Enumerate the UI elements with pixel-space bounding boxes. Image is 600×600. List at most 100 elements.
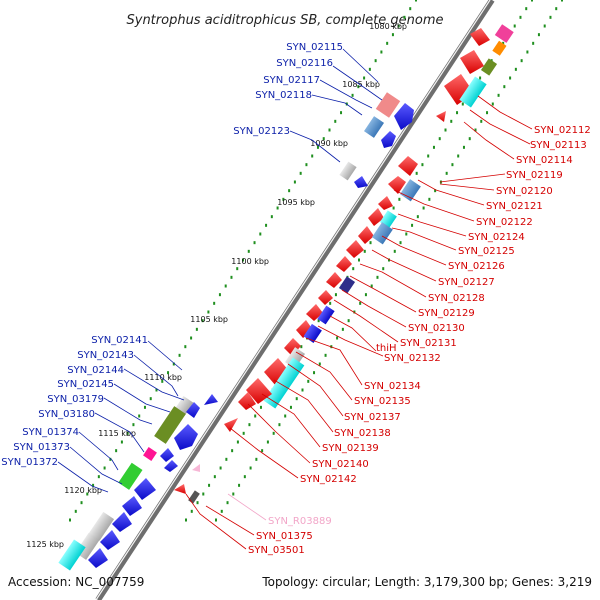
- gene-arrow[interactable]: [100, 530, 120, 550]
- gene-label[interactable]: SYN_03180: [38, 409, 95, 420]
- gene-arrow[interactable]: [394, 103, 414, 130]
- gene-label[interactable]: SYN_03179: [47, 394, 104, 405]
- gene-label[interactable]: SYN_02115: [286, 42, 343, 53]
- gene-arrow[interactable]: [336, 256, 352, 272]
- gene-label[interactable]: SYN_02129: [418, 308, 475, 319]
- gene-box[interactable]: [188, 490, 200, 504]
- gc-dot: [432, 145, 435, 149]
- gene-arrow[interactable]: [354, 176, 368, 188]
- gene-label[interactable]: SYN_02132: [384, 353, 441, 364]
- gene-box[interactable]: [375, 92, 401, 118]
- gene-arrow[interactable]: [460, 50, 484, 74]
- gene-label[interactable]: SYN_02131: [400, 338, 457, 349]
- gene-box[interactable]: [118, 462, 143, 490]
- gc-dot: [461, 102, 464, 106]
- gene-box[interactable]: [492, 40, 507, 56]
- gene-box[interactable]: [459, 76, 487, 108]
- gene-label[interactable]: SYN_01375: [256, 531, 313, 542]
- gene-box[interactable]: [88, 511, 115, 541]
- gene-label[interactable]: SYN_02116: [276, 58, 333, 69]
- gene-label[interactable]: SYN_03501: [248, 545, 305, 556]
- gene-box[interactable]: [480, 58, 498, 76]
- gene-arrow[interactable]: [388, 176, 406, 194]
- gene-label[interactable]: SYN_02142: [300, 474, 357, 485]
- gene-label[interactable]: SYN_02112: [534, 125, 591, 136]
- gene-label[interactable]: SYN_02123: [233, 126, 290, 137]
- gene-label[interactable]: SYN_02145: [57, 379, 114, 390]
- gene-label[interactable]: SYN_01374: [22, 427, 79, 438]
- gc-dot: [318, 362, 321, 366]
- gene-label[interactable]: SYN_02127: [438, 277, 495, 288]
- gene-label[interactable]: SYN_02125: [458, 246, 515, 257]
- gene-label[interactable]: SYN_02134: [364, 381, 421, 392]
- gene-label[interactable]: SYN_01373: [13, 442, 70, 453]
- gene-arrow[interactable]: [204, 394, 218, 405]
- gene-label[interactable]: SYN_02124: [468, 232, 525, 243]
- gene-label[interactable]: SYN_02139: [322, 443, 379, 454]
- gene-label[interactable]: SYN_02144: [67, 365, 124, 376]
- gene-arrow[interactable]: [88, 548, 108, 568]
- gene-box[interactable]: [303, 323, 322, 343]
- gene-label[interactable]: thiH: [376, 343, 397, 354]
- gene-label[interactable]: SYN_02141: [91, 335, 148, 346]
- gene-box[interactable]: [339, 161, 357, 181]
- gene-arrow[interactable]: [284, 338, 301, 356]
- gene-label[interactable]: SYN_02113: [530, 140, 587, 151]
- gene-arrow[interactable]: [296, 320, 313, 338]
- gene-box[interactable]: [317, 305, 335, 325]
- rna-label[interactable]: SYN_R03889: [268, 516, 332, 527]
- gene-arrow[interactable]: [186, 402, 200, 418]
- gene-box[interactable]: [494, 24, 514, 43]
- gene-arrow[interactable]: [174, 484, 186, 494]
- gene-label[interactable]: SYN_02138: [334, 428, 391, 439]
- gene-box[interactable]: [338, 276, 356, 294]
- gene-box[interactable]: [58, 539, 86, 571]
- gene-arrow[interactable]: [381, 131, 396, 148]
- gene-arrow[interactable]: [436, 111, 446, 122]
- gene-arrow[interactable]: [122, 496, 142, 516]
- gc-dot: [503, 85, 506, 89]
- gene-arrow[interactable]: [160, 448, 174, 462]
- gene-arrow[interactable]: [368, 208, 384, 226]
- gc-dot: [352, 267, 355, 271]
- gene-label[interactable]: SYN_02122: [476, 217, 533, 228]
- gene-box[interactable]: [363, 116, 385, 138]
- gene-arrow[interactable]: [306, 304, 323, 321]
- gene-label[interactable]: SYN_02140: [312, 459, 369, 470]
- gene-label[interactable]: SYN_02126: [448, 261, 505, 272]
- gene-label[interactable]: SYN_02118: [255, 90, 312, 101]
- gene-label[interactable]: SYN_02117: [263, 75, 320, 86]
- gene-label[interactable]: SYN_02114: [516, 155, 573, 166]
- gene-arrow[interactable]: [192, 464, 200, 472]
- gene-label[interactable]: SYN_02137: [344, 412, 401, 423]
- gene-arrow[interactable]: [246, 378, 272, 404]
- gene-arrow[interactable]: [238, 392, 256, 410]
- gene-box[interactable]: [263, 357, 305, 409]
- gene-arrow[interactable]: [346, 240, 364, 258]
- gene-arrow[interactable]: [164, 460, 178, 472]
- gene-box[interactable]: [154, 406, 186, 444]
- gene-arrow[interactable]: [378, 196, 393, 210]
- gene-label[interactable]: SYN_02121: [486, 201, 543, 212]
- gene-label[interactable]: SYN_02143: [77, 350, 134, 361]
- gc-dot: [340, 111, 343, 115]
- gene-label[interactable]: SYN_02119: [506, 170, 563, 181]
- gene-arrow[interactable]: [224, 418, 238, 432]
- gene-label[interactable]: SYN_02135: [354, 396, 411, 407]
- gene-arrow[interactable]: [358, 226, 374, 244]
- gene-arrow[interactable]: [264, 358, 290, 386]
- gene-arrow[interactable]: [112, 512, 132, 532]
- gene-label[interactable]: SYN_01372: [1, 457, 58, 468]
- gene-box[interactable]: [143, 447, 157, 461]
- gene-label[interactable]: SYN_02120: [496, 186, 553, 197]
- gene-label[interactable]: SYN_02128: [428, 293, 485, 304]
- gene-arrow[interactable]: [174, 424, 198, 450]
- gene-label[interactable]: SYN_02130: [408, 323, 465, 334]
- gene-box[interactable]: [399, 179, 421, 202]
- gene-arrow[interactable]: [470, 28, 490, 46]
- gene-arrow[interactable]: [398, 156, 418, 176]
- gene-arrow[interactable]: [134, 478, 156, 500]
- gene-arrow[interactable]: [326, 272, 342, 288]
- gene-box[interactable]: [371, 222, 393, 245]
- gene-arrow[interactable]: [318, 290, 333, 305]
